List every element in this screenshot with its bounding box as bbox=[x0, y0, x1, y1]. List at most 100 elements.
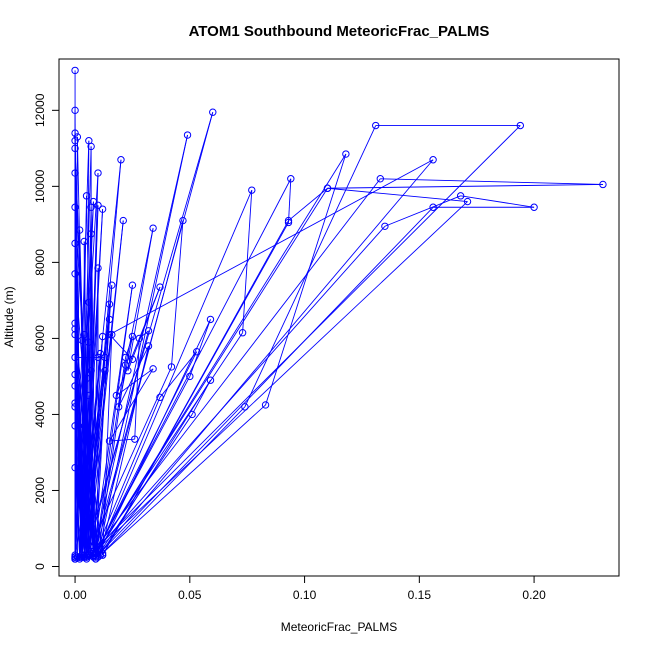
data-point bbox=[323, 184, 332, 192]
data-point bbox=[98, 551, 107, 559]
series-segment bbox=[95, 397, 161, 552]
series-segment bbox=[95, 351, 198, 554]
data-point bbox=[80, 551, 88, 559]
data-point bbox=[71, 463, 79, 472]
series-segment bbox=[109, 438, 135, 442]
data-point bbox=[156, 393, 164, 402]
y-tick-label: 4000 bbox=[33, 401, 47, 428]
data-layer bbox=[71, 66, 607, 563]
data-point bbox=[121, 353, 130, 362]
y-tick-label: 2000 bbox=[33, 477, 47, 504]
data-point bbox=[71, 66, 79, 75]
data-point bbox=[87, 142, 95, 151]
series-segment bbox=[118, 336, 133, 407]
series-segment bbox=[74, 273, 99, 558]
series-segment bbox=[97, 206, 434, 556]
data-point bbox=[96, 551, 105, 559]
data-point bbox=[149, 365, 157, 373]
data-point bbox=[89, 549, 98, 557]
data-point bbox=[599, 180, 607, 189]
data-point bbox=[71, 353, 79, 362]
data-point bbox=[94, 551, 102, 559]
data-point bbox=[530, 203, 538, 211]
series-segment bbox=[265, 153, 347, 406]
data-point bbox=[149, 224, 157, 232]
series-segment bbox=[95, 304, 110, 554]
series-segment bbox=[460, 195, 535, 208]
data-point bbox=[80, 553, 88, 561]
data-point bbox=[206, 315, 215, 324]
series-segment bbox=[171, 220, 184, 367]
data-point bbox=[96, 349, 105, 358]
series-segment bbox=[95, 285, 133, 554]
series-segment bbox=[93, 201, 468, 554]
data-point bbox=[516, 121, 525, 130]
series-segment bbox=[109, 368, 154, 442]
x-tick-label: 0.15 bbox=[408, 588, 432, 602]
series-segment bbox=[288, 178, 292, 223]
data-point bbox=[105, 437, 114, 445]
data-point bbox=[98, 205, 107, 213]
data-point bbox=[179, 216, 187, 225]
data-point bbox=[71, 403, 79, 411]
data-point bbox=[101, 367, 109, 375]
data-point bbox=[287, 175, 295, 183]
plot-frame bbox=[58, 58, 620, 577]
data-point bbox=[135, 334, 144, 343]
data-point bbox=[131, 435, 139, 443]
series-segment bbox=[102, 404, 266, 554]
data-point bbox=[71, 422, 79, 430]
data-point bbox=[193, 348, 201, 356]
data-point bbox=[101, 353, 109, 362]
data-point bbox=[71, 553, 79, 561]
series-segment bbox=[102, 406, 246, 554]
y-tick-label: 10000 bbox=[33, 169, 47, 203]
data-point bbox=[71, 144, 79, 153]
series-segment bbox=[134, 338, 140, 440]
series-segment bbox=[118, 345, 149, 408]
data-point bbox=[105, 330, 114, 339]
series-segment bbox=[380, 178, 603, 185]
series-segment bbox=[83, 353, 101, 556]
series-segment bbox=[74, 467, 81, 558]
series-segment bbox=[83, 370, 106, 556]
data-point bbox=[71, 169, 79, 177]
data-point bbox=[429, 156, 437, 164]
data-point bbox=[71, 129, 79, 137]
y-tick-label: 12000 bbox=[33, 93, 47, 127]
data-point bbox=[75, 553, 84, 561]
data-point bbox=[209, 108, 217, 116]
data-point bbox=[284, 218, 293, 227]
series-segment bbox=[92, 134, 188, 554]
series-segment bbox=[109, 159, 434, 336]
x-axis: 0.00 0.05 0.10 0.15 0.20 bbox=[63, 575, 546, 602]
y-tick-label: 8000 bbox=[33, 249, 47, 276]
data-point bbox=[71, 555, 79, 563]
data-point bbox=[71, 330, 79, 339]
data-point bbox=[87, 367, 95, 375]
data-point bbox=[87, 230, 95, 238]
data-point bbox=[156, 283, 164, 291]
data-point bbox=[73, 133, 82, 141]
x-tick-label: 0.20 bbox=[522, 588, 546, 602]
series-segment bbox=[93, 178, 381, 552]
data-point bbox=[75, 226, 84, 234]
data-point bbox=[117, 156, 125, 164]
x-tick-label: 0.10 bbox=[293, 588, 317, 602]
data-point bbox=[71, 106, 79, 115]
data-point bbox=[206, 376, 215, 384]
series-segment bbox=[97, 153, 347, 552]
series-segment bbox=[139, 330, 149, 339]
series-segment bbox=[327, 187, 468, 203]
data-point bbox=[71, 137, 79, 145]
series-segment bbox=[95, 357, 127, 558]
data-point bbox=[114, 403, 123, 411]
data-point bbox=[78, 551, 86, 559]
data-point bbox=[94, 264, 102, 272]
data-point bbox=[119, 216, 127, 225]
data-point bbox=[188, 410, 196, 419]
series-segment bbox=[97, 319, 211, 556]
data-point bbox=[167, 363, 176, 371]
series-segment bbox=[74, 385, 90, 556]
